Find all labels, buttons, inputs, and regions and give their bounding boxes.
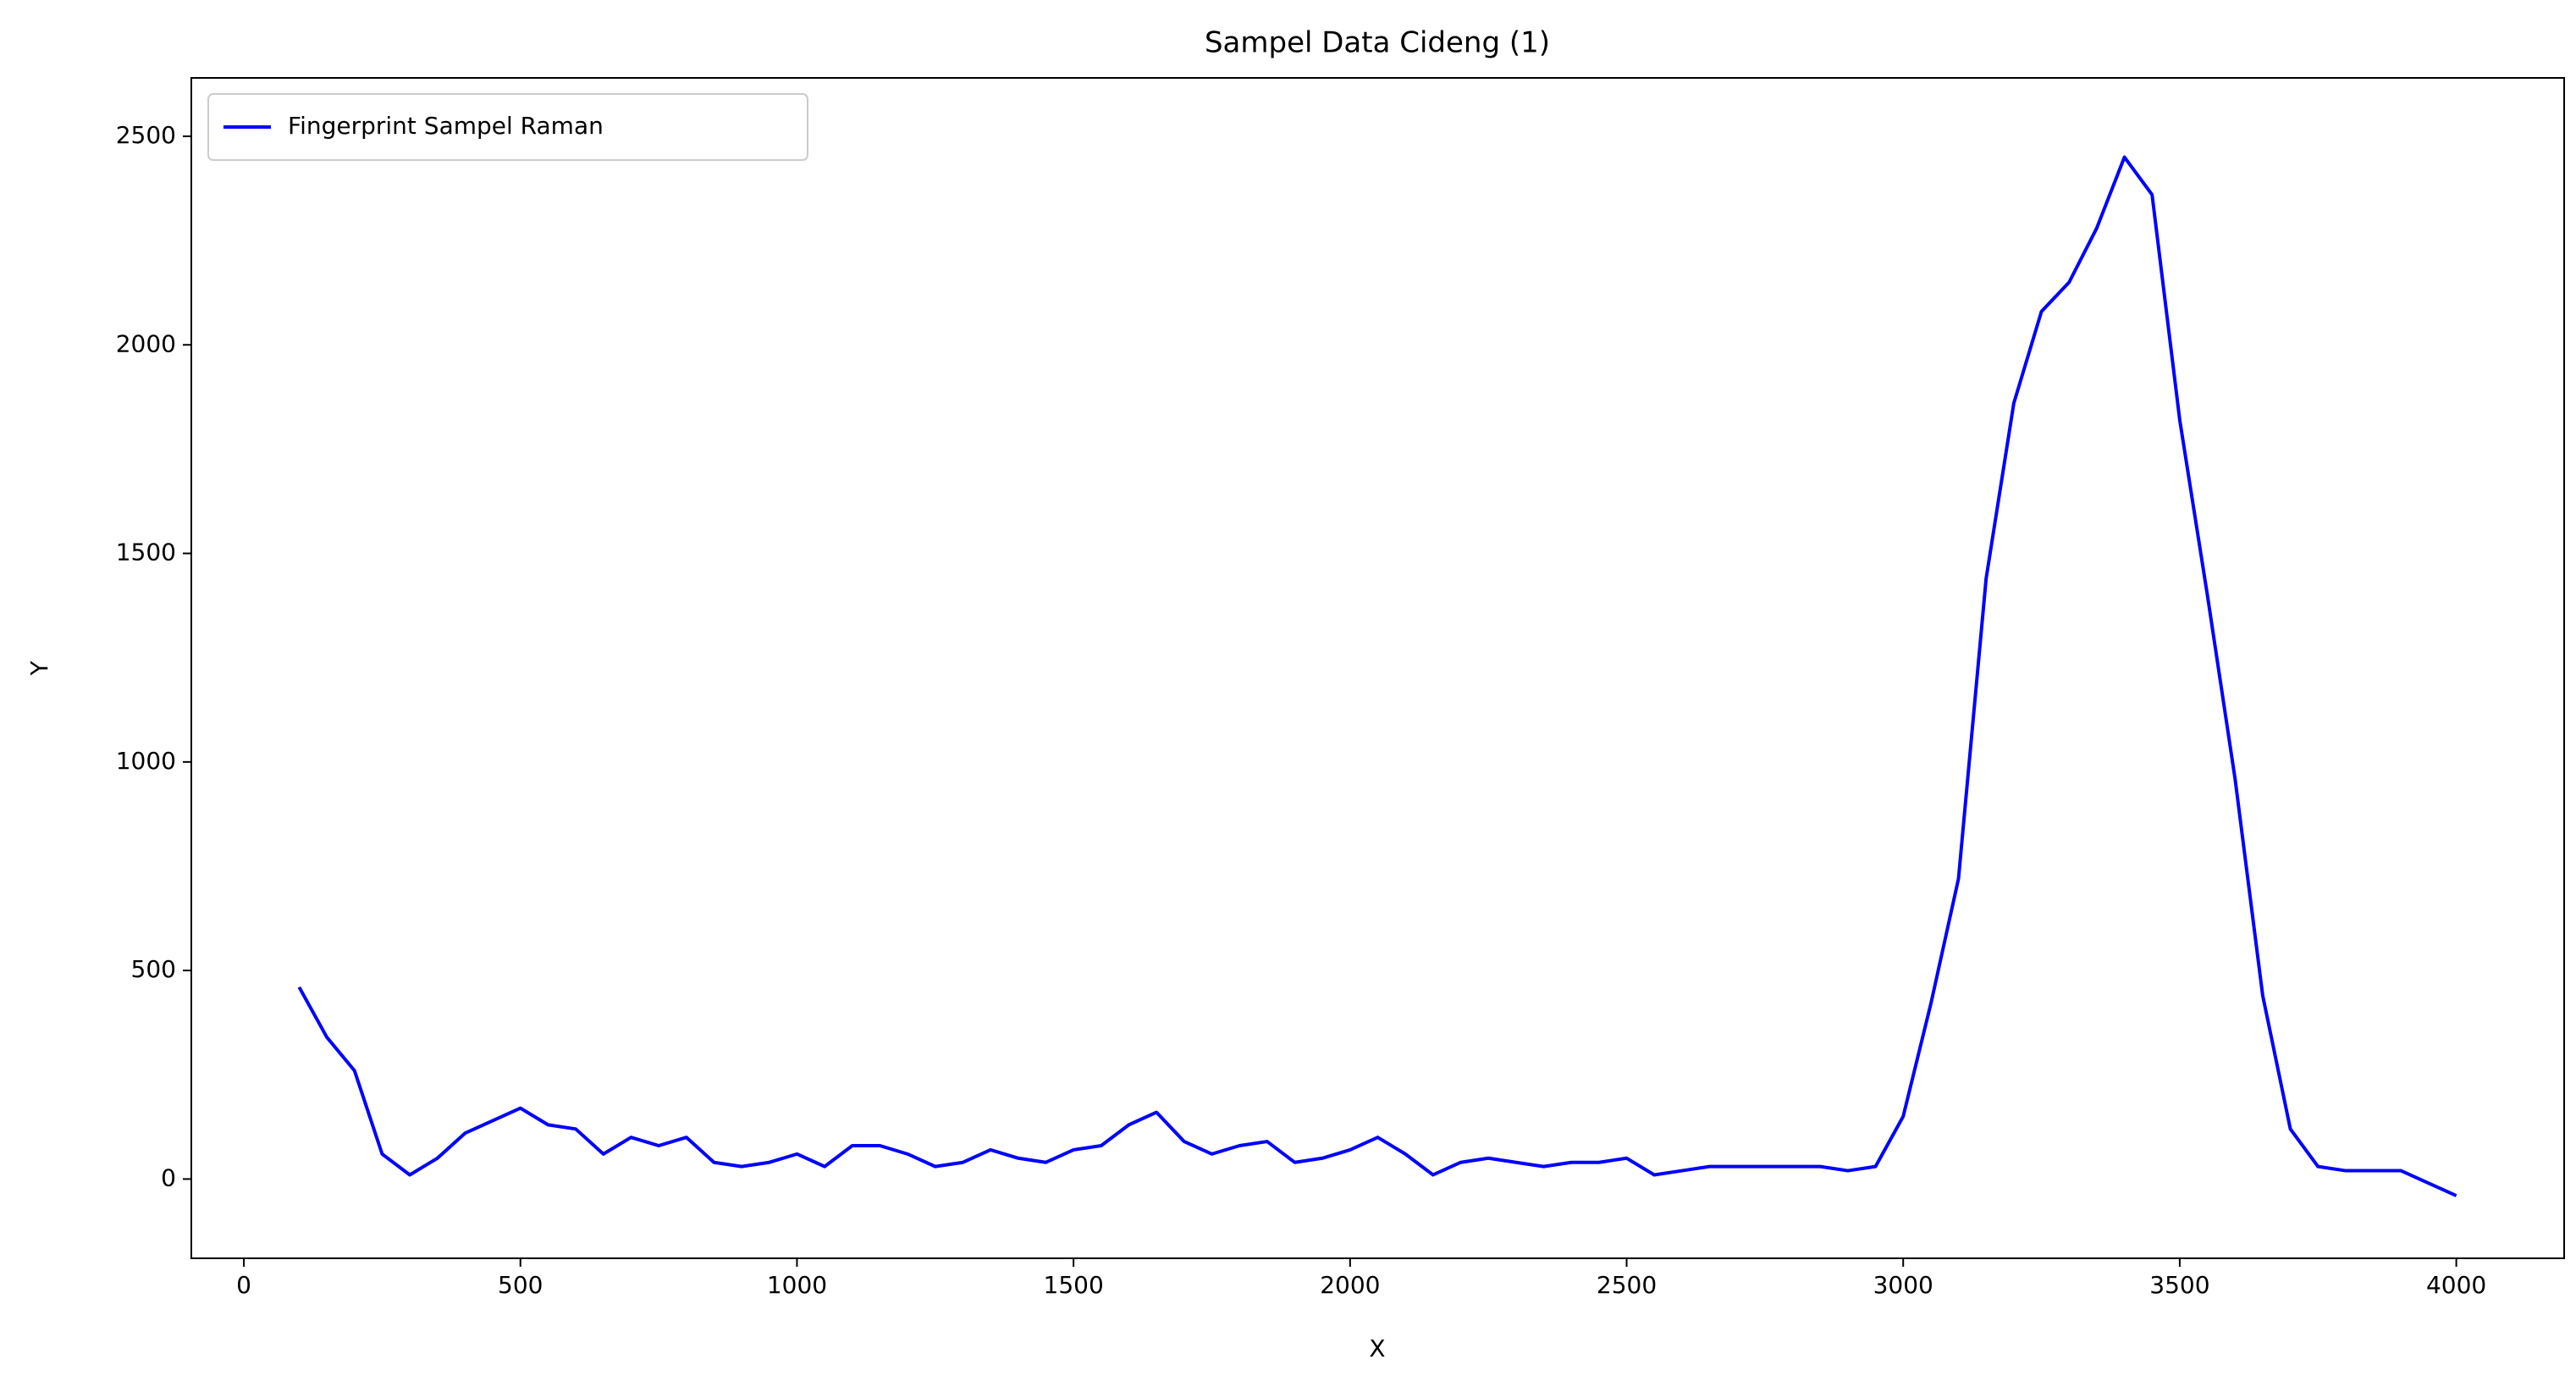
x-tick-label: 3500 (2149, 1271, 2209, 1299)
y-tick-label: 1500 (116, 539, 176, 566)
y-tick-label: 2500 (116, 121, 176, 149)
x-tick-label: 1500 (1044, 1271, 1104, 1299)
x-tick-label: 500 (498, 1271, 543, 1299)
y-tick-label: 500 (131, 955, 176, 983)
legend-box (207, 93, 808, 161)
x-axis-label: X (1369, 1335, 1385, 1362)
x-tick-label: 2500 (1597, 1271, 1657, 1299)
y-axis-label: Y (25, 660, 53, 677)
x-tick-label: 4000 (2426, 1271, 2486, 1299)
x-tick-label: 2000 (1320, 1271, 1380, 1299)
legend-label: Fingerprint Sampel Raman (288, 112, 604, 140)
x-tick-label: 1000 (767, 1271, 827, 1299)
chart-title: Sampel Data Cideng (1) (1205, 26, 1550, 60)
legend: Fingerprint Sampel Raman (207, 93, 808, 161)
x-tick-label: 0 (236, 1271, 251, 1299)
y-tick-label: 0 (161, 1163, 176, 1191)
data-line (297, 155, 2457, 1197)
x-tick-label: 3000 (1873, 1271, 1933, 1299)
y-tick-label: 1000 (116, 747, 176, 775)
y-tick-label: 2000 (116, 329, 176, 357)
plot-frame (190, 77, 2565, 1259)
